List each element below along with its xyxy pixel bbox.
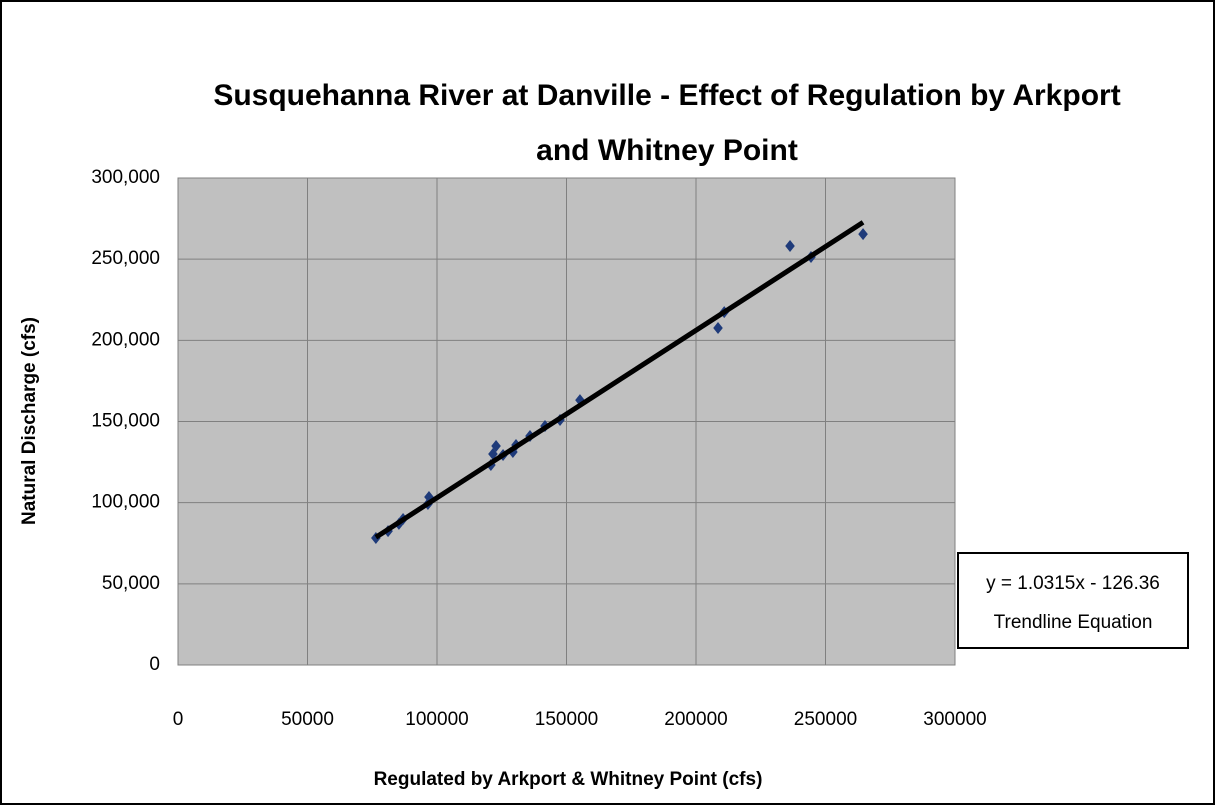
data-point (491, 440, 501, 453)
legend-box (957, 552, 1189, 649)
trendline-equation: y = 1.0315x - 126.36 (986, 573, 1160, 594)
y-tick-label: 250,000 (91, 248, 160, 269)
data-point (713, 321, 723, 334)
y-tick-label: 300,000 (91, 167, 160, 188)
x-tick-label: 300000 (923, 709, 986, 730)
chart-title: and Whitney Point (536, 134, 798, 167)
x-tick-label: 100000 (405, 709, 468, 730)
x-axis-label: Regulated by Arkport & Whitney Point (cf… (374, 769, 763, 790)
chart-title: Susquehanna River at Danville - Effect o… (213, 79, 1120, 112)
legend-entry: Trendline Equation (994, 612, 1153, 633)
data-point (575, 394, 585, 407)
y-tick-label: 50,000 (102, 573, 160, 594)
trendline (374, 220, 865, 540)
y-axis-label: Natural Discharge (cfs) (19, 317, 40, 525)
x-tick-label: 200000 (664, 709, 727, 730)
plot-area: 0 50,000 100,000 150,000 200,000 250,000 300,0… (91, 167, 986, 730)
y-tick-label: 0 (149, 654, 160, 675)
y-tick-label: 200,000 (91, 329, 160, 350)
x-tick-label: 250000 (794, 709, 857, 730)
x-tick-label: 150000 (535, 709, 598, 730)
y-tick-label: 100,000 (91, 492, 160, 513)
data-point (785, 240, 795, 253)
y-tick-label: 150,000 (91, 411, 160, 432)
x-tick-label: 50000 (281, 709, 334, 730)
x-tick-label: 0 (173, 709, 184, 730)
data-point (858, 228, 868, 241)
